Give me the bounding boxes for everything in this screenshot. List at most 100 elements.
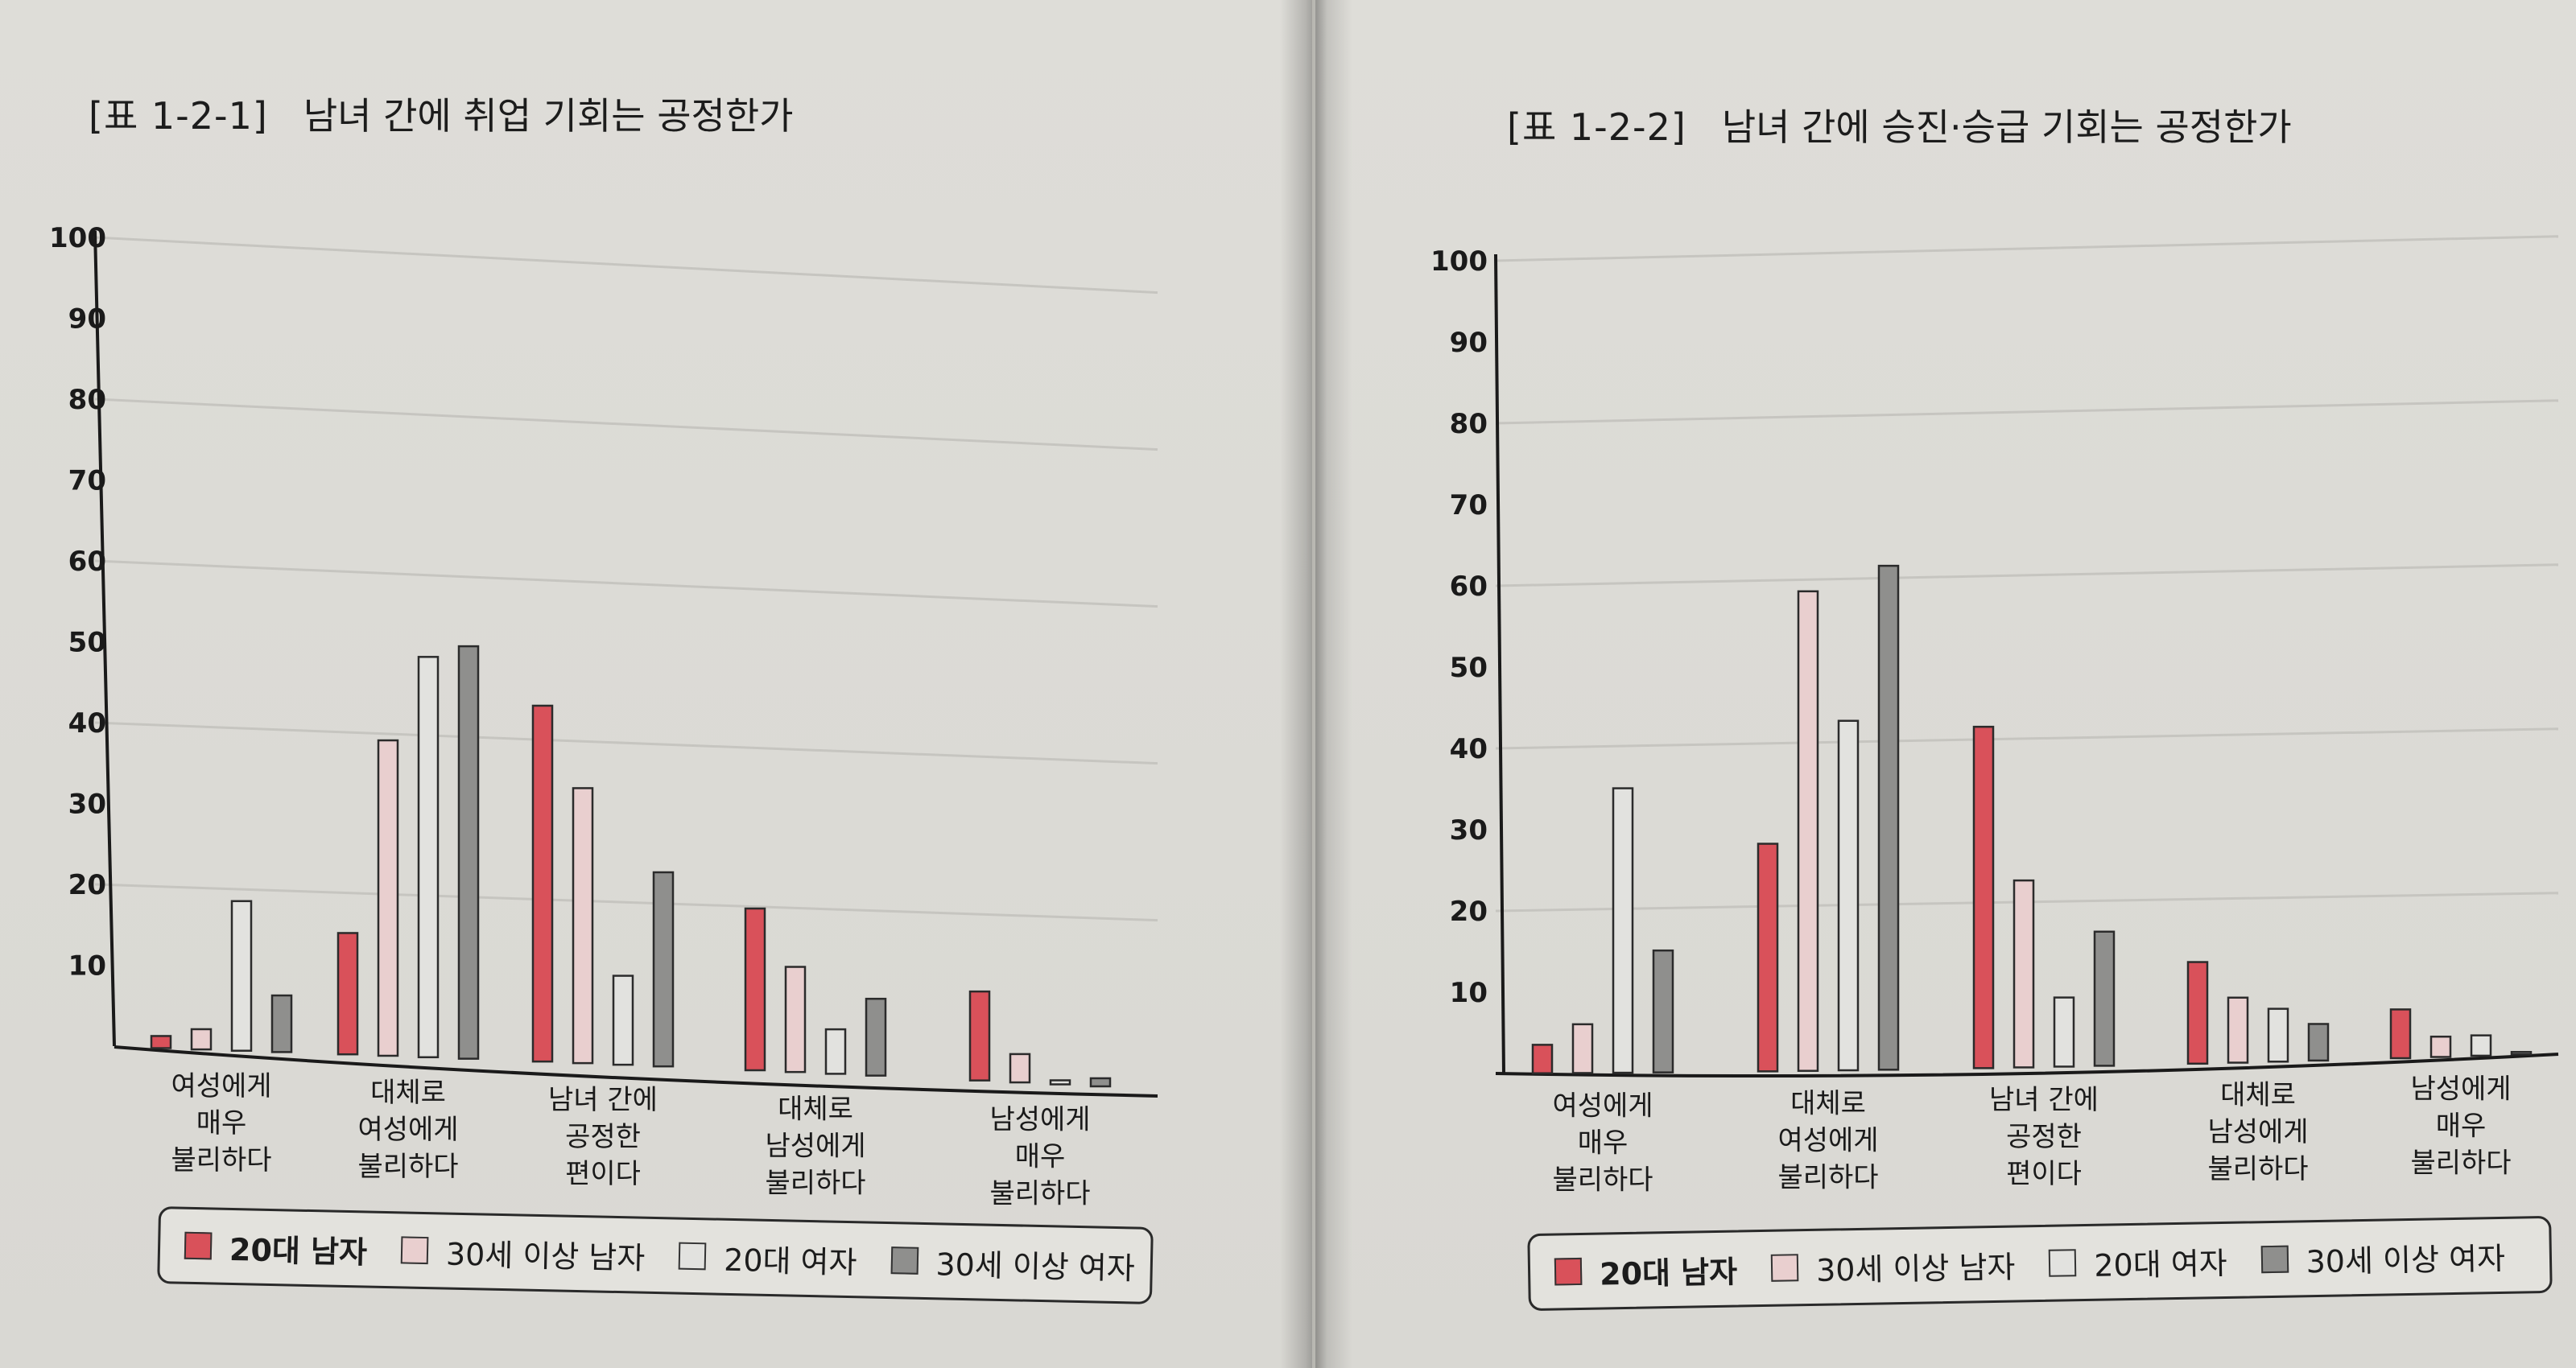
chart-2-gridline [1495,235,2559,262]
legend-swatch-30plus-women [890,1246,919,1275]
legend-label: 20대 여자 [2093,1245,2228,1284]
chart-1-y-tick-label: 50 [68,627,106,659]
chart-1-y-tick-label: 20 [68,869,106,901]
legend-swatch-20s-men [1554,1257,1583,1286]
legend-item-30plus-men: 30세 이상 남자 [400,1228,646,1277]
chart-2-category-label: 여성에게 [1777,1124,1878,1156]
chart-1-bar-30plus-women [270,994,293,1053]
chart-1-category-label: 편이다 [565,1158,641,1190]
chart-2-y-tick-label: 10 [1450,977,1488,1009]
chart-2-bar-20s-men [2186,961,2209,1065]
chart-2-bar-20s-women [2470,1034,2492,1057]
chart-1-category-label: 여성에게 [171,1070,271,1102]
chart-2-title-number: [표 1-2-2] [1507,105,1686,149]
chart-1-gridline [94,398,1158,451]
legend-label: 20대 남자 [229,1231,368,1270]
chart-1-bar-30plus-women [1089,1077,1112,1088]
chart-2-gridline [1495,399,2559,425]
legend-item-30plus-men: 30세 이상 남자 [1770,1242,2016,1290]
chart-1-bar-20s-women [612,974,634,1066]
chart-1-category-label: 불리하다 [171,1144,271,1176]
legend-label: 30세 이상 남자 [1815,1249,2016,1288]
legend-item-20s-men: 20대 남자 [1554,1246,1738,1294]
chart-2-y-tick-label: 40 [1450,733,1488,765]
chart-2-bar-30plus-men [2429,1035,2452,1058]
chart-1-bar-20s-men [150,1035,172,1049]
legend-swatch-30plus-men [400,1236,429,1265]
chart-1-title-number: [표 1-2-1] [89,94,268,138]
chart-2-y-tick-label: 30 [1450,814,1488,847]
chart-2-plot: 102030405060708090100여성에게매우불리하다대체로여성에게불리… [1430,235,2559,1196]
legend-swatch-30plus-men [1770,1254,1799,1282]
chart-1-category-label: 매우 [196,1107,247,1139]
chart-2-category-label: 매우 [1578,1127,1629,1159]
chart-1-y-axis [93,230,116,1047]
chart-1-bar-30plus-men [784,966,807,1073]
chart-2-bar-30plus-women [2510,1051,2533,1056]
chart-1-y-tick-label: 90 [68,303,106,336]
chart-2-bar-30plus-men [1797,590,1819,1072]
chart-1-y-tick-label: 10 [68,950,106,983]
chart-1-y-tick-label: 80 [68,384,106,416]
chart-2-category-label: 남성에게 [2207,1116,2308,1148]
chart-1-gridline [94,883,1158,922]
chart-2-x-axis [1495,1053,2559,1078]
chart-2-bar-20s-women [2053,996,2075,1068]
legend-swatch-20s-men [184,1231,213,1260]
chart-2-bar-20s-men [1531,1044,1554,1074]
chart-2-bar-30plus-men [2013,879,2035,1069]
chart-2-bar-30plus-men [1571,1023,1594,1074]
chart-1-y-tick-label: 30 [68,789,106,821]
chart-2-category-label: 불리하다 [2410,1148,2511,1180]
chart-1-bar-20s-men [968,990,991,1082]
chart-2-category-label: 대체로 [1790,1087,1866,1119]
chart-1-category-label: 불리하다 [357,1151,458,1183]
chart-1-y-tick-label: 40 [68,707,106,740]
chart-2-bar-30plus-women [2307,1023,2330,1062]
right-page [1302,0,2576,1368]
legend-item-30plus-women: 30세 이상 여자 [890,1238,1135,1288]
chart-1-bar-20s-women [824,1028,847,1075]
chart-2-bar-30plus-women [1652,949,1674,1073]
chart-1-gridline [94,236,1158,295]
chart-1-bar-30plus-men [572,787,594,1065]
chart-2-category-label: 불리하다 [1552,1164,1653,1196]
book-gutter-shadow [1280,0,1352,1368]
legend-item-20s-men: 20대 남자 [184,1223,368,1271]
chart-1-gridline [94,721,1158,765]
legend-label: 30세 이상 남자 [445,1236,646,1276]
chart-1-category-label: 불리하다 [765,1167,865,1199]
chart-1-bar-20s-women [230,900,253,1052]
chart-2-y-tick-label: 100 [1430,245,1488,278]
chart-2-y-tick-label: 60 [1450,571,1488,603]
chart-1-category-label: 남성에게 [989,1103,1090,1135]
chart-1-bar-20s-men [336,932,359,1056]
chart-2-bar-30plus-men [2227,996,2249,1064]
chart-2-category-label: 매우 [2436,1110,2487,1143]
legend-label: 20대 여자 [723,1242,857,1280]
chart-2-category-label: 공정한 [2006,1121,2082,1153]
chart-1-bar-30plus-men [377,739,399,1057]
chart-1-x-axis [114,1045,1158,1098]
chart-2-bar-30plus-women [1877,564,1900,1071]
chart-1-plot: 102030405060708090100여성에게매우불리하다대체로여성에게불리… [49,222,1158,1209]
chart-2-bar-20s-men [1757,843,1779,1073]
chart-1-bar-30plus-men [190,1028,213,1051]
chart-1-bar-30plus-women [457,645,480,1060]
chart-2-bar-30plus-women [2093,930,2116,1067]
chart-1-y-tick-label: 70 [68,465,106,497]
chart-1-category-label: 불리하다 [989,1177,1090,1209]
legend-label: 30세 이상 여자 [2306,1240,2506,1279]
chart-2-category-label: 편이다 [2006,1158,2082,1190]
legend-item-30plus-women: 30세 이상 여자 [2260,1233,2505,1281]
left-page [0,0,1302,1368]
chart-1-y-tick-label: 60 [68,546,106,578]
chart-1-category-label: 남성에게 [765,1130,865,1162]
legend-label: 20대 남자 [1599,1254,1738,1292]
chart-2-y-tick-label: 90 [1450,327,1488,359]
chart-2-title-text: 남녀 간에 승진·승급 기회는 공정한가 [1721,105,2292,149]
chart-1-category-label: 매우 [1015,1140,1066,1172]
chart-2-category-label: 남성에게 [2410,1073,2511,1106]
chart-2-category-label: 대체로 [2220,1079,2296,1111]
chart-1-gridline [94,559,1158,608]
